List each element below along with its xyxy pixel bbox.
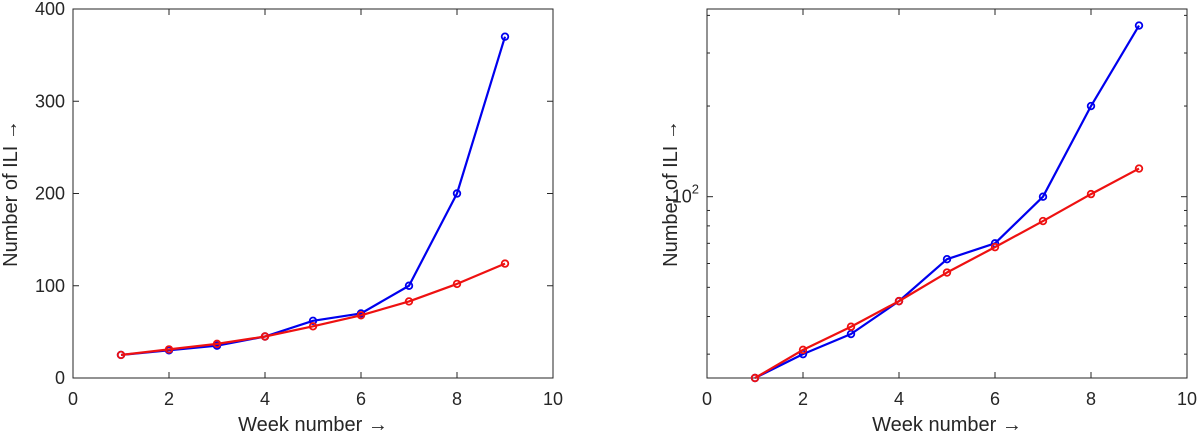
y-tick-label: 102 (672, 182, 699, 207)
red-data-point (452, 279, 462, 289)
blue-series-line (754, 25, 1140, 379)
x-tick-label: 8 (1086, 389, 1096, 409)
red-data-point (500, 259, 510, 268)
red-data-point (116, 350, 126, 360)
y-tick-label: 200 (35, 184, 65, 204)
blue-data-point (1086, 101, 1096, 111)
red-data-point (1086, 189, 1096, 199)
x-tick-label: 2 (164, 389, 174, 409)
x-tick-label: 4 (894, 389, 904, 409)
blue-series-line (120, 36, 507, 357)
red-data-point (260, 332, 270, 341)
red-data-point (308, 322, 318, 331)
x-axis-label: Week number → (872, 414, 1022, 436)
y-tick-label: 100 (35, 276, 65, 296)
y-axis-label: Number of ILI → (660, 120, 682, 267)
x-tick-label: 2 (798, 389, 808, 409)
x-tick-label: 8 (452, 389, 462, 409)
red-data-point (846, 322, 856, 331)
red-series-line (754, 167, 1140, 379)
red-data-point (356, 311, 366, 320)
right-log-plot: 0 2 4 6 8 10 102 Week number → Number of ILI → (660, 8, 1197, 436)
blue-data-point (500, 32, 510, 41)
x-tick-label: 10 (543, 389, 563, 409)
red-data-point (990, 242, 1000, 252)
red-data-point (404, 297, 414, 306)
y-tick-label: 300 (35, 91, 65, 111)
x-tick-label: 4 (260, 389, 270, 409)
red-data-point (1038, 216, 1048, 226)
y-tick-label: 400 (35, 0, 65, 19)
y-tick-label: 0 (55, 368, 65, 388)
red-data-point (798, 345, 808, 355)
x-tick-label: 10 (1177, 389, 1197, 409)
red-data-point (212, 339, 222, 349)
axes-frame (706, 8, 1188, 379)
x-tick-label: 0 (68, 389, 78, 409)
x-tick-label: 6 (990, 389, 1000, 409)
red-series-line (120, 262, 506, 357)
blue-data-point (942, 255, 952, 264)
blue-data-point (1038, 192, 1048, 201)
x-tick-label: 0 (702, 389, 712, 409)
red-data-point (894, 296, 904, 306)
x-tick-label: 6 (356, 389, 366, 409)
blue-data-point (452, 189, 462, 198)
y-axis-label: Number of ILI → (0, 120, 22, 267)
red-data-point (942, 268, 952, 277)
x-axis-label: Week number → (238, 414, 388, 436)
red-data-point (1134, 164, 1144, 173)
red-data-point (750, 373, 760, 383)
red-data-point (164, 345, 174, 354)
blue-data-point (404, 281, 414, 290)
blue-data-point (1134, 21, 1144, 30)
blue-data-point (308, 316, 318, 326)
